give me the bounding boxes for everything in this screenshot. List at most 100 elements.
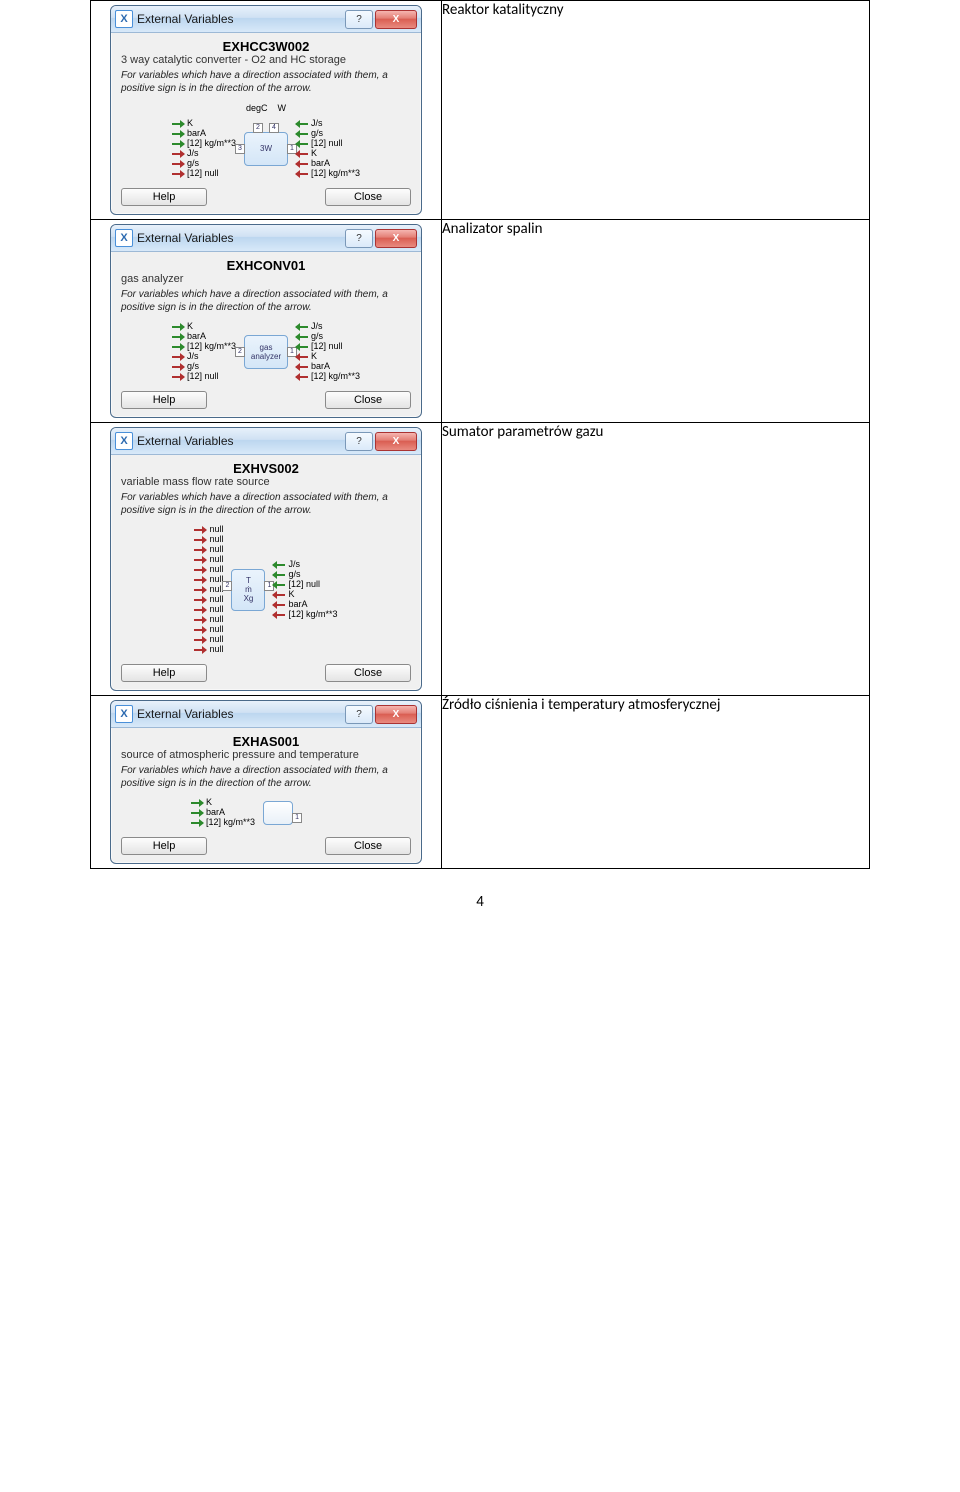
component-subtitle: 3 way catalytic converter - O2 and HC st… [121,54,411,66]
close-titlebar-button[interactable]: X [375,705,417,724]
component-table: XExternal Variables?XEXHCC3W0023 way cat… [90,0,870,869]
titlebar: XExternal Variables?X [111,428,421,455]
left-ports: KbarA[12] kg/m**3J/sg/s[12] null [172,322,236,381]
port-diagram: KbarA[12] kg/m**3J/sg/s[12] null3W2431J/… [121,119,411,178]
app-icon: X [115,705,133,723]
port-item: K [296,352,360,361]
dialog-title: External Variables [137,434,343,448]
app-icon: X [115,10,133,28]
component-subtitle: source of atmospheric pressure and tempe… [121,749,411,761]
port-item: [12] kg/m**3 [172,342,236,351]
direction-note: For variables which have a direction ass… [121,765,411,790]
port-item: [12] kg/m**3 [296,372,360,381]
external-variables-dialog: XExternal Variables?XEXHAS001source of a… [110,700,422,864]
port-item: null [194,585,223,594]
external-variables-dialog: XExternal Variables?XEXHCONV01gas analyz… [110,224,422,418]
description-cell: Analizator spalin [442,220,870,423]
component-icon: T ṁ Xg21 [231,569,265,611]
port-diagram: nullnullnullnullnullnullnullnullnullnull… [121,525,411,654]
component-subtitle: variable mass flow rate source [121,476,411,488]
help-titlebar-button[interactable]: ? [345,432,373,451]
top-ports: degCW [121,103,411,113]
port-item: null [194,595,223,604]
direction-note: For variables which have a direction ass… [121,492,411,517]
titlebar: XExternal Variables?X [111,6,421,33]
help-button[interactable]: Help [121,391,207,409]
page-number: 4 [90,893,870,911]
right-ports: J/sg/s[12] nullKbarA[12] kg/m**3 [273,560,337,619]
dialog-title: External Variables [137,707,343,721]
port-item: K [296,149,360,158]
port-item: K [273,590,337,599]
dialog-title: External Variables [137,12,343,26]
component-name: EXHAS001 [121,734,411,749]
port-item: [12] kg/m**3 [273,610,337,619]
port-item: g/s [296,332,360,341]
port-item: g/s [273,570,337,579]
help-button[interactable]: Help [121,664,207,682]
port-item: [12] null [172,372,236,381]
port-item: g/s [296,129,360,138]
table-row: XExternal Variables?XEXHCONV01gas analyz… [91,220,870,423]
port-item: J/s [172,149,236,158]
close-button[interactable]: Close [325,837,411,855]
component-icon: gas analyzer21 [244,335,288,369]
app-icon: X [115,432,133,450]
port-item: barA [296,159,360,168]
dialog-cell: XExternal Variables?XEXHCC3W0023 way cat… [91,1,442,220]
close-titlebar-button[interactable]: X [375,10,417,29]
component-icon: 3W2431 [244,132,288,166]
left-ports: KbarA[12] kg/m**3 [191,798,255,827]
table-row: XExternal Variables?XEXHAS001source of a… [91,696,870,869]
external-variables-dialog: XExternal Variables?XEXHVS002variable ma… [110,427,422,691]
help-button[interactable]: Help [121,837,207,855]
description-cell: Źródło ciśnienia i temperatury atmosfery… [442,696,870,869]
port-item: J/s [273,560,337,569]
table-row: XExternal Variables?XEXHCC3W0023 way cat… [91,1,870,220]
port-item: [12] null [273,580,337,589]
port-item: null [194,575,223,584]
help-button[interactable]: Help [121,188,207,206]
port-item: [12] null [296,342,360,351]
port-diagram: KbarA[12] kg/m**3 1 [121,798,411,827]
titlebar: XExternal Variables?X [111,701,421,728]
close-button[interactable]: Close [325,391,411,409]
component-icon: 1 [263,801,293,825]
close-button[interactable]: Close [325,188,411,206]
port-item: K [172,322,236,331]
direction-note: For variables which have a direction ass… [121,289,411,314]
port-item: barA [172,332,236,341]
port-item: K [172,119,236,128]
help-titlebar-button[interactable]: ? [345,10,373,29]
component-name: EXHVS002 [121,461,411,476]
close-button[interactable]: Close [325,664,411,682]
port-item: null [194,555,223,564]
port-item: g/s [172,362,236,371]
left-ports: KbarA[12] kg/m**3J/sg/s[12] null [172,119,236,178]
port-item: [12] null [296,139,360,148]
port-item: barA [172,129,236,138]
help-titlebar-button[interactable]: ? [345,229,373,248]
port-item: K [191,798,255,807]
description-cell: Reaktor katalityczny [442,1,870,220]
port-item: [12] kg/m**3 [172,139,236,148]
port-item: null [194,635,223,644]
table-row: XExternal Variables?XEXHVS002variable ma… [91,423,870,696]
help-titlebar-button[interactable]: ? [345,705,373,724]
component-subtitle: gas analyzer [121,273,411,285]
port-diagram: KbarA[12] kg/m**3J/sg/s[12] nullgas anal… [121,322,411,381]
app-icon: X [115,229,133,247]
right-ports: J/sg/s[12] nullKbarA[12] kg/m**3 [296,322,360,381]
titlebar: XExternal Variables?X [111,225,421,252]
close-titlebar-button[interactable]: X [375,432,417,451]
close-titlebar-button[interactable]: X [375,229,417,248]
right-ports: J/sg/s[12] nullKbarA[12] kg/m**3 [296,119,360,178]
port-item: null [194,525,223,534]
component-name: EXHCONV01 [121,258,411,273]
port-item: J/s [172,352,236,361]
port-item: null [194,645,223,654]
port-item: null [194,535,223,544]
dialog-cell: XExternal Variables?XEXHAS001source of a… [91,696,442,869]
port-item: null [194,625,223,634]
dialog-title: External Variables [137,231,343,245]
